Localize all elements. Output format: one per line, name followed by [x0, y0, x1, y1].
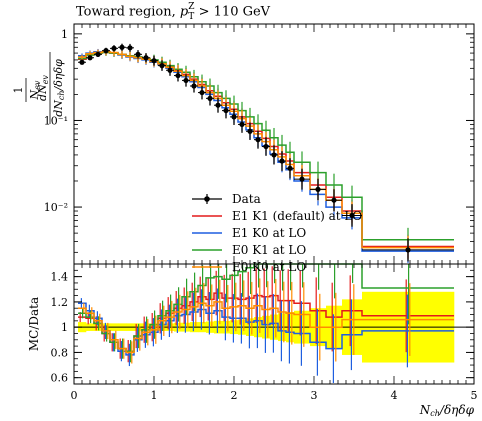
ratio-plot-area — [74, 263, 474, 383]
data-point — [111, 45, 117, 51]
ratio-ytick-label: 1.2 — [51, 296, 69, 309]
data-point — [247, 128, 253, 134]
data-point — [349, 212, 355, 219]
ratio-xtick-label: 1 — [151, 389, 158, 402]
svg-text:1: 1 — [12, 87, 25, 94]
data-point — [231, 114, 237, 120]
data-point — [95, 51, 101, 57]
main-plot-area — [78, 43, 454, 263]
data-point — [119, 44, 125, 50]
legend-label-0: E1 K1 (default) at LO — [232, 209, 362, 223]
ratio-xtick-label: 5 — [471, 389, 478, 402]
data-point — [79, 59, 85, 65]
data-point — [315, 186, 321, 192]
legend-label-1: E1 K0 at LO — [232, 226, 306, 240]
ratio-xtick-label: 4 — [391, 389, 398, 402]
legend-data-label: Data — [232, 192, 261, 206]
svg-text:dNev: dNev — [36, 75, 50, 101]
ratio-xtick-label: 2 — [231, 389, 238, 402]
data-point — [405, 247, 411, 253]
data-point — [159, 63, 165, 69]
ratio-panel: 0.6 0.8 1 1.2 1.4 0 1 2 3 4 5 — [51, 263, 478, 402]
data-point — [223, 107, 229, 114]
ratio-xtick-label: 0 — [71, 389, 78, 402]
data-point — [331, 197, 337, 203]
data-point — [103, 48, 109, 54]
main-panel: 110⁻¹10⁻² — [44, 23, 475, 265]
legend-label-3: E0 K0 at LO — [232, 260, 306, 274]
svg-text:dNch/δηδφ: dNch/δηδφ — [52, 59, 66, 117]
ratio-ytick-label: 1 — [61, 321, 68, 334]
ratio-ylabel: MC/Data — [27, 297, 41, 351]
data-point — [239, 121, 245, 128]
data-point — [175, 72, 181, 79]
ratio-axes: 0.6 0.8 1 1.2 1.4 0 1 2 3 4 5 — [51, 264, 478, 402]
ratio-xtick-label: 3 — [311, 389, 318, 402]
data-point — [151, 58, 157, 64]
data-point — [199, 89, 205, 96]
data-point — [279, 158, 285, 164]
data-point — [215, 102, 221, 108]
data-point — [167, 67, 173, 73]
legend-data-marker — [204, 196, 210, 202]
main-ytick-label: 10⁻² — [44, 201, 68, 214]
main-ylabel-fraction: dNev dNch/δηδφ — [36, 52, 66, 124]
data-point — [255, 137, 261, 143]
legend: Data E1 K1 (default) at LO E1 K0 at LO E0 K… — [192, 192, 362, 274]
data-point — [299, 176, 305, 182]
data-point — [207, 95, 213, 101]
main-ytick-label: 1 — [61, 28, 68, 41]
data-point — [263, 143, 269, 150]
chart-title: Toward region, pTZ > 110 GeV — [76, 2, 271, 22]
ratio-ytick-label: 0.8 — [51, 346, 69, 359]
data-point — [183, 77, 189, 84]
legend-label-2: E0 K1 at LO — [232, 243, 306, 257]
data-point — [287, 165, 293, 171]
ratio-histogram-3 — [78, 301, 454, 354]
ratio-ytick-label: 1.4 — [51, 271, 69, 284]
ratio-xlabel: Nch/δηδφ — [419, 403, 475, 418]
data-point — [143, 55, 149, 61]
data-point — [271, 152, 277, 158]
data-point — [135, 51, 141, 57]
data-point — [127, 45, 133, 51]
ratio-ytick-label: 0.6 — [51, 372, 69, 385]
data-point — [191, 83, 197, 89]
data-point — [87, 55, 93, 61]
